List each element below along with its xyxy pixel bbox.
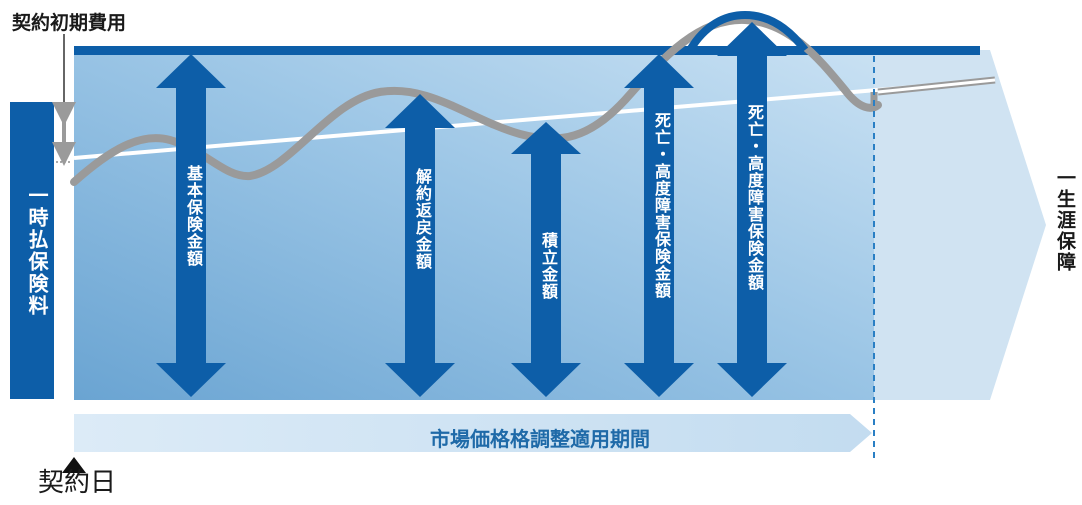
arrow-basic-amount [156,54,226,397]
contract-date-label: 契約日 [38,468,117,498]
basic-amount-line [73,78,996,160]
mva-period-label: 市場価格格調整適用期間 [430,427,650,451]
contract-date-marker [62,457,86,473]
top-bar [74,46,980,55]
arrow-label-account-value: 積立金額 [539,232,558,300]
premium-column [10,102,54,399]
death-benefit-curve [686,10,809,53]
arrow-account-value [511,122,581,397]
initial-cost-label: 契約初期費用 [12,12,127,34]
arrow-label-death-benefit-1: 死亡・高度障害保険金額 [652,112,671,299]
arrow-death-benefit-1 [624,54,694,397]
lifetime-coverage-label: 一生涯保障 [1054,168,1076,273]
arrow-death-benefit-2 [717,22,787,397]
post-period-line-inner [877,78,996,94]
arrow-label-surrender-value: 解約返戻金額 [413,168,432,270]
mva-period-arrow [74,414,872,452]
arrow-label-basic-amount: 基本保険金額 [184,165,203,267]
arrow-surrender-value [385,94,455,397]
single-premium-label: 一時払保険料 [25,185,49,317]
arrow-label-death-benefit-2: 死亡・高度障害保険金額 [745,104,764,291]
